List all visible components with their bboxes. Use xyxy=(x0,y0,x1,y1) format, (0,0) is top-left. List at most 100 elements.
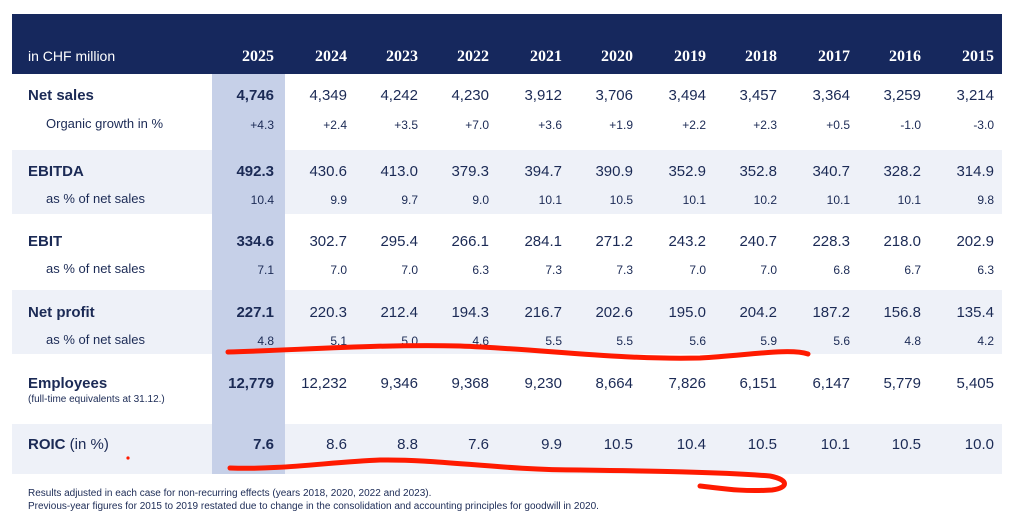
ebit-value-2015: 202.9 xyxy=(956,233,994,250)
ebit-ratio-2020: 7.3 xyxy=(616,263,633,277)
band-net-profit xyxy=(12,290,1002,354)
ebitda-value-2023: 413.0 xyxy=(380,163,418,180)
roic-value-2016: 10.5 xyxy=(891,436,921,453)
ebit-value-2019: 243.2 xyxy=(668,233,706,250)
employees-value-2017: 6,147 xyxy=(812,375,850,392)
ebit-ratio-2021: 7.3 xyxy=(545,263,562,277)
employees-value-2015: 5,405 xyxy=(956,375,994,392)
ebitda-value-2021: 394.7 xyxy=(524,163,562,180)
ebitda-value-2025: 492.3 xyxy=(236,163,274,180)
net-sales-value-2015: 3,214 xyxy=(956,87,994,104)
ebit-value-2017: 228.3 xyxy=(812,233,850,250)
ebit-value-2021: 284.1 xyxy=(524,233,562,250)
net-profit-ratio-2018: 5.9 xyxy=(760,334,777,348)
net-profit-ratio-2020: 5.5 xyxy=(616,334,633,348)
year-header-2015: 2015 xyxy=(962,48,994,65)
net-profit-value-2024: 220.3 xyxy=(309,304,347,321)
ebit-value-2023: 295.4 xyxy=(380,233,418,250)
employees-note: (full-time equivalents at 31.12.) xyxy=(28,394,165,405)
net-sales-ratio-2022: +7.0 xyxy=(465,118,489,132)
unit-label: in CHF million xyxy=(28,48,116,64)
net-profit-value-2017: 187.2 xyxy=(812,304,850,321)
ebit-value-2020: 271.2 xyxy=(595,233,633,250)
ebit-ratio-2019: 7.0 xyxy=(689,263,706,277)
ebit-ratio-2022: 6.3 xyxy=(472,263,489,277)
net-profit-value-2015: 135.4 xyxy=(956,304,994,321)
employees-value-2016: 5,779 xyxy=(883,375,921,392)
roic-value-2024: 8.6 xyxy=(326,436,347,453)
ebit-ratio-2016: 6.7 xyxy=(904,263,921,277)
net-sales-value-2020: 3,706 xyxy=(595,87,633,104)
net-sales-ratio-2023: +3.5 xyxy=(394,118,418,132)
net-sales-ratio-2020: +1.9 xyxy=(609,118,633,132)
net-sales-value-2024: 4,349 xyxy=(309,87,347,104)
net-profit-ratio-2021: 5.5 xyxy=(545,334,562,348)
net-profit-ratio-2016: 4.8 xyxy=(904,334,921,348)
net-sales-value-2022: 4,230 xyxy=(451,87,489,104)
roic-value-2020: 10.5 xyxy=(603,436,633,453)
employees-value-2019: 7,826 xyxy=(668,375,706,392)
roic-value-2015: 10.0 xyxy=(964,436,994,453)
employees-value-2018: 6,151 xyxy=(739,375,777,392)
employees-value-2024: 12,232 xyxy=(301,375,347,392)
net-sales-ratio-2025: +4.3 xyxy=(250,118,274,132)
ebit-value-2022: 266.1 xyxy=(451,233,489,250)
net-sales-ratio-2024: +2.4 xyxy=(323,118,347,132)
ebitda-ratio-2015: 9.8 xyxy=(977,193,994,207)
ebitda-ratio-2025: 10.4 xyxy=(250,193,274,207)
ebit-value-2024: 302.7 xyxy=(309,233,347,250)
year-header-2023: 2023 xyxy=(386,48,418,65)
roic-value-2019: 10.4 xyxy=(676,436,706,453)
net-sales-ratio-2016: -1.0 xyxy=(900,118,921,132)
sublabel-organic-growth: Organic growth in % xyxy=(46,116,164,131)
sublabel-ebitda-margin: as % of net sales xyxy=(46,191,145,206)
roic-value-2025: 7.6 xyxy=(253,436,274,453)
row-label-employees: Employees xyxy=(28,375,108,392)
red-underline-roic xyxy=(227,457,787,494)
ebitda-ratio-2016: 10.1 xyxy=(897,193,921,207)
ebitda-value-2015: 314.9 xyxy=(956,163,994,180)
ebit-value-2025: 334.6 xyxy=(236,233,274,250)
net-sales-ratio-2017: +0.5 xyxy=(826,118,850,132)
roic-label-text: ROIC xyxy=(28,436,66,453)
employees-value-2022: 9,368 xyxy=(451,375,489,392)
ebit-ratio-2017: 6.8 xyxy=(833,263,850,277)
red-dot-mark xyxy=(126,456,130,460)
footnote-2: Previous-year figures for 2015 to 2019 r… xyxy=(28,501,599,512)
net-sales-ratio-2021: +3.6 xyxy=(538,118,562,132)
row-label-net-profit: Net profit xyxy=(28,304,95,321)
net-profit-value-2023: 212.4 xyxy=(380,304,418,321)
row-label-ebitda: EBITDA xyxy=(28,163,84,180)
ebitda-ratio-2018: 10.2 xyxy=(753,193,777,207)
roic-value-2023: 8.8 xyxy=(397,436,418,453)
ebit-ratio-2025: 7.1 xyxy=(257,263,274,277)
band-ebitda xyxy=(12,150,1002,214)
net-profit-ratio-2015: 4.2 xyxy=(977,334,994,348)
employees-value-2025: 12,779 xyxy=(228,375,274,392)
net-profit-ratio-2017: 5.6 xyxy=(833,334,850,348)
net-profit-value-2025: 227.1 xyxy=(236,304,274,321)
year-header-2018: 2018 xyxy=(745,48,777,65)
row-label-ebit: EBIT xyxy=(28,233,63,250)
net-profit-value-2018: 204.2 xyxy=(739,304,777,321)
roic-value-2017: 10.1 xyxy=(820,436,850,453)
ebitda-ratio-2023: 9.7 xyxy=(401,193,418,207)
row-label-net-sales: Net sales xyxy=(28,87,94,104)
net-sales-value-2021: 3,912 xyxy=(524,87,562,104)
ebitda-value-2017: 340.7 xyxy=(812,163,850,180)
net-profit-ratio-2024: 5.1 xyxy=(330,334,347,348)
net-profit-value-2021: 216.7 xyxy=(524,304,562,321)
ebitda-ratio-2020: 10.5 xyxy=(609,193,633,207)
ebitda-value-2018: 352.8 xyxy=(739,163,777,180)
ebitda-value-2024: 430.6 xyxy=(309,163,347,180)
net-sales-ratio-2018: +2.3 xyxy=(753,118,777,132)
year-header-2017: 2017 xyxy=(818,48,850,65)
year-header-2019: 2019 xyxy=(674,48,706,65)
ebitda-value-2022: 379.3 xyxy=(451,163,489,180)
roic-label-unit: (in %) xyxy=(65,436,109,453)
net-sales-ratio-2019: +2.2 xyxy=(682,118,706,132)
net-profit-ratio-2025: 4.8 xyxy=(257,334,274,348)
year-header-2024: 2024 xyxy=(315,48,347,65)
net-sales-value-2019: 3,494 xyxy=(668,87,706,104)
